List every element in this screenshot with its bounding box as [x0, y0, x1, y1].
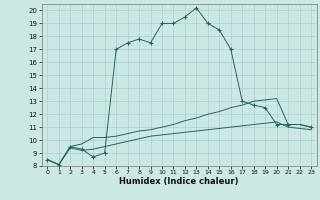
X-axis label: Humidex (Indice chaleur): Humidex (Indice chaleur) [119, 177, 239, 186]
